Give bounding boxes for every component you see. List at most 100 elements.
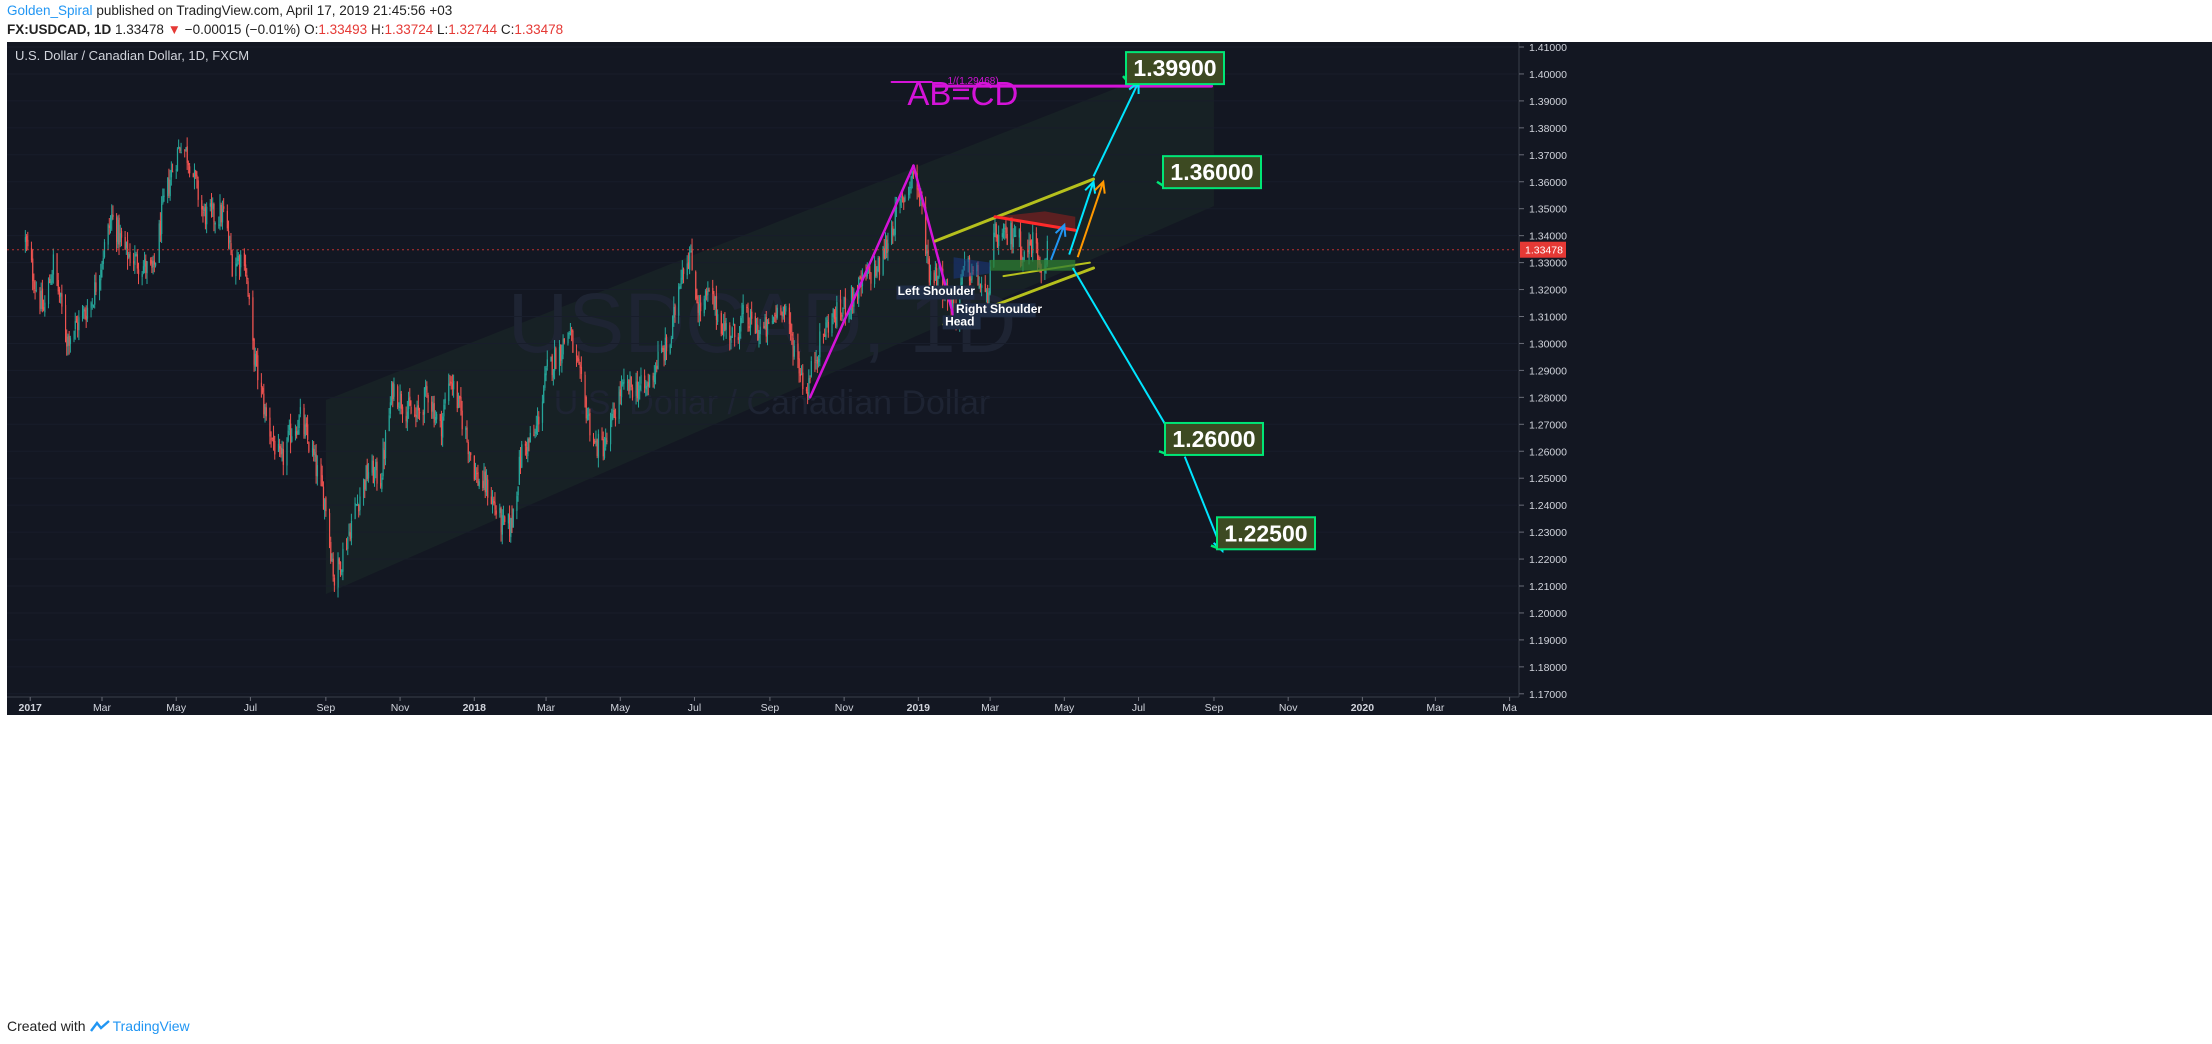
tradingview-link[interactable]: TradingView — [112, 1018, 190, 1034]
candle-body — [432, 403, 434, 412]
candle-body — [75, 319, 78, 323]
candle-body — [926, 251, 928, 253]
candle-body — [248, 294, 250, 300]
candle-body — [245, 264, 247, 274]
candle-body — [408, 398, 410, 410]
candle-body — [423, 387, 426, 415]
candle-body — [510, 518, 512, 538]
candle-body — [397, 386, 399, 408]
candle-body — [995, 223, 997, 238]
candle-body — [142, 266, 145, 274]
price-tick-label: 1.17000 — [1529, 689, 1567, 701]
candle-body — [229, 240, 231, 242]
candle-body — [329, 513, 331, 541]
target-label: 1.26000 — [1172, 426, 1255, 452]
time-tick-label: Sep — [317, 702, 336, 714]
candle-body — [32, 258, 34, 282]
candle-body — [450, 382, 452, 384]
trend-channel — [325, 49, 1214, 595]
candle-body — [953, 297, 955, 308]
candle-body — [824, 334, 826, 337]
candle-body — [321, 475, 323, 487]
candle-body — [153, 260, 156, 265]
candle-body — [756, 324, 758, 332]
chart-area[interactable]: USDCAD, 1D U.S. Dollar / Canadian Dollar … — [7, 42, 2212, 1012]
candle-body — [346, 547, 348, 550]
candle-body — [304, 424, 306, 437]
candle-body — [951, 299, 954, 310]
candle-body — [499, 508, 501, 513]
arrow-up-2 — [1092, 81, 1140, 177]
candle-body — [203, 207, 205, 212]
candle-body — [129, 251, 131, 264]
candle-body — [389, 402, 392, 414]
candle-body — [751, 311, 753, 319]
candle-body — [673, 306, 675, 318]
time-tick-label: 2020 — [1351, 702, 1375, 714]
candle-body — [425, 385, 427, 390]
candle-body — [575, 350, 578, 358]
candle-body — [371, 460, 373, 473]
candle-body — [1027, 249, 1029, 253]
candle-body — [798, 358, 800, 374]
candle-body — [381, 477, 383, 489]
low-label: L: — [437, 22, 449, 37]
candle-body — [27, 239, 29, 247]
candle-body — [686, 263, 688, 276]
candle-body — [512, 508, 514, 528]
candle-body — [150, 259, 152, 264]
candle-body — [822, 333, 825, 335]
candle-body — [210, 202, 213, 208]
candle-body — [500, 508, 502, 533]
candle-body — [567, 333, 569, 344]
candle-body — [579, 364, 581, 369]
right-shoulder-bg — [953, 303, 1036, 318]
candle-body — [220, 204, 222, 223]
price-tick-label: 1.37000 — [1529, 150, 1567, 162]
candle-body — [162, 195, 164, 204]
author-link[interactable]: Golden_Spiral — [7, 3, 93, 18]
price-tick-label: 1.35000 — [1529, 204, 1567, 216]
candle-body — [707, 288, 709, 295]
candle-body — [780, 307, 782, 312]
candle-body — [331, 559, 333, 561]
candle-body — [473, 455, 475, 480]
price-tick-label: 1.39000 — [1529, 96, 1567, 108]
candle-body — [170, 169, 173, 178]
candle-body — [569, 332, 572, 335]
tradingview-logo-icon — [89, 1019, 110, 1035]
time-tick-label: Sep — [1205, 702, 1224, 714]
candle-body — [911, 171, 913, 179]
candle-body — [988, 291, 990, 308]
candle-body — [1004, 227, 1006, 230]
candle-body — [622, 382, 624, 385]
price-chart[interactable]: USDCAD, 1DU.S. Dollar / Canadian Dollar … — [7, 42, 2212, 1012]
candle-body — [152, 260, 154, 267]
candle-body — [73, 330, 75, 339]
candle-body — [363, 479, 365, 498]
candle-body — [448, 383, 450, 402]
candle-body — [782, 306, 784, 317]
candle-body — [730, 337, 732, 343]
candle-body — [398, 406, 400, 408]
candle-body — [226, 210, 229, 229]
candle-body — [26, 235, 28, 242]
candle-body — [299, 407, 302, 414]
candle-body — [652, 375, 654, 381]
price-change: −0.00015 (−0.01%) — [184, 22, 301, 37]
candle-body — [595, 441, 597, 443]
candle-body — [110, 219, 112, 229]
candle-body — [562, 338, 564, 355]
candle-body — [144, 258, 146, 267]
candle-body — [1006, 233, 1008, 245]
candle-body — [83, 309, 85, 312]
time-tick-label: 2017 — [19, 702, 43, 714]
candle-body — [586, 414, 589, 420]
candle-body — [219, 204, 221, 227]
price-tick-label: 1.32000 — [1529, 285, 1567, 297]
candle-body — [723, 323, 725, 337]
time-tick-label: Jul — [1132, 702, 1145, 714]
high-label: H: — [370, 22, 385, 37]
candle-body — [66, 336, 68, 347]
candle-body — [865, 272, 867, 277]
